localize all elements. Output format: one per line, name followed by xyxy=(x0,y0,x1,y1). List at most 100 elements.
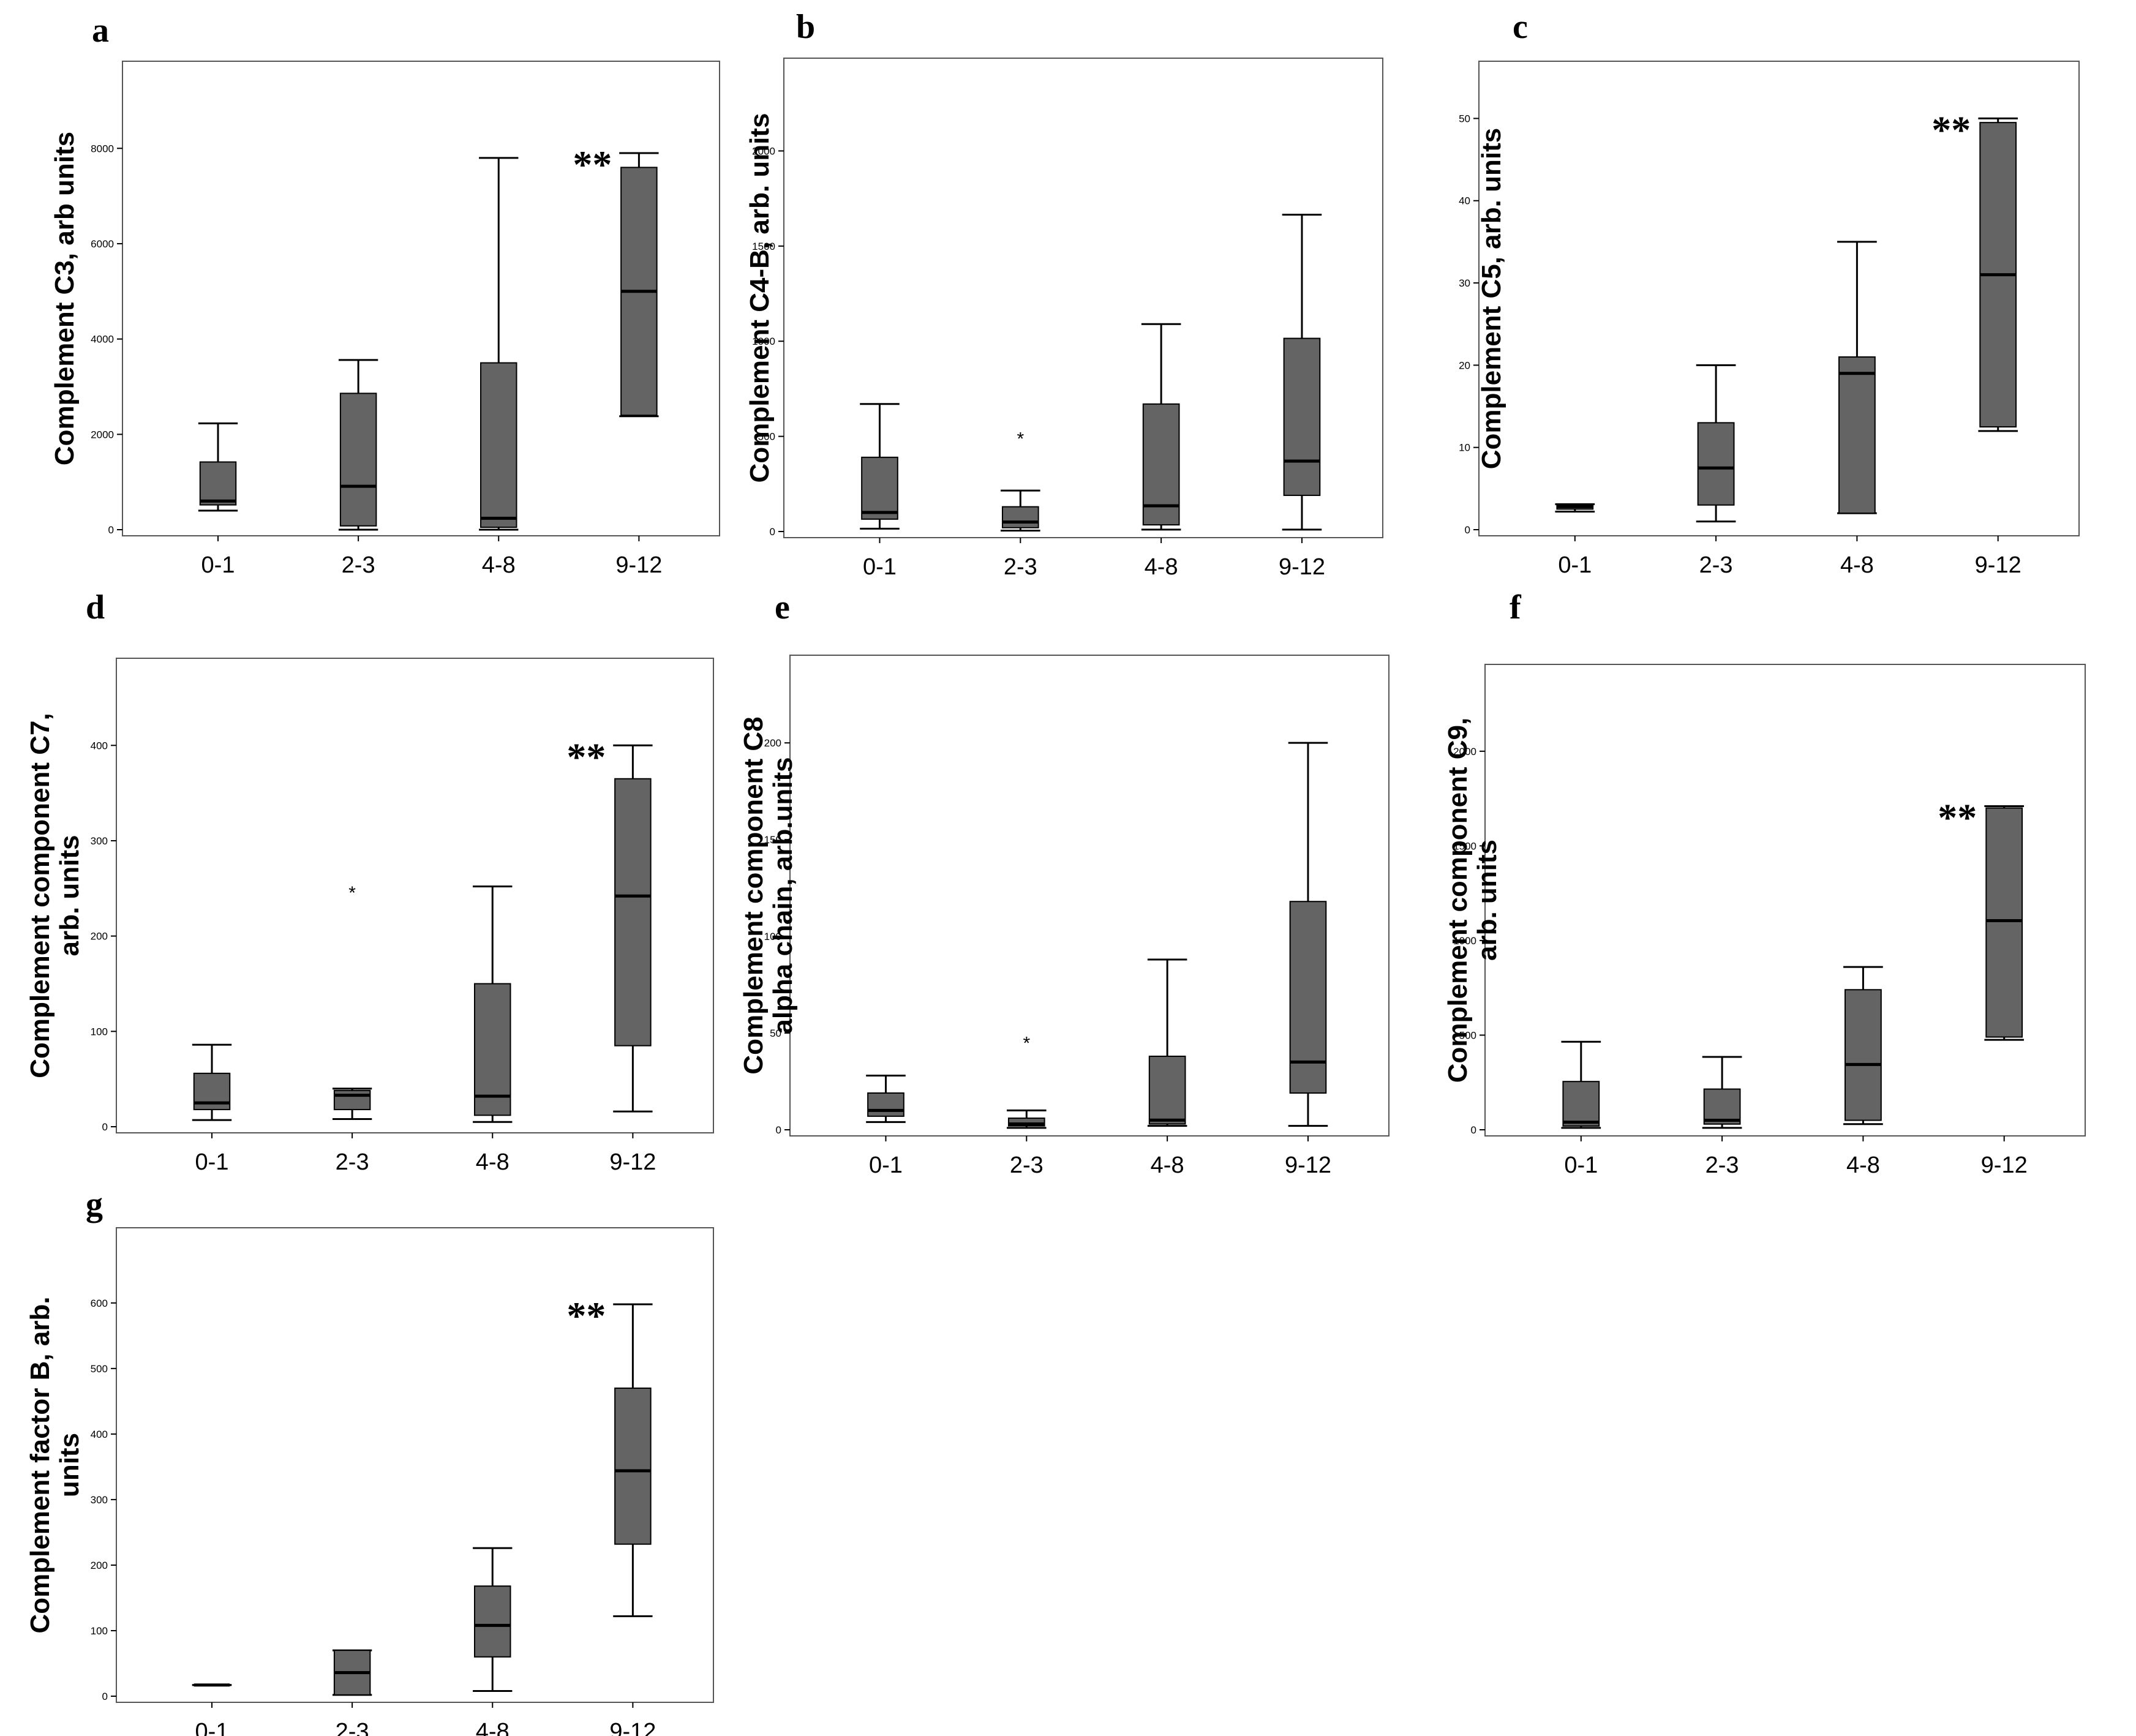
y-tick-label: 300 xyxy=(91,835,108,847)
y-tick-label: 0 xyxy=(770,526,775,538)
y-tick-label: 0 xyxy=(1465,524,1470,536)
y-tick-label: 50 xyxy=(1459,113,1470,124)
x-category-label: 0-1 xyxy=(863,554,897,580)
box-9-12 xyxy=(614,1387,652,1545)
outlier-marker: * xyxy=(1023,1034,1030,1054)
y-tick-label: 1500 xyxy=(752,241,775,252)
box-0-1 xyxy=(199,461,237,506)
x-category-label: 9-12 xyxy=(615,552,662,578)
panel-frame-d xyxy=(116,658,714,1133)
y-tick-label: 2000 xyxy=(752,145,775,157)
box-0-1 xyxy=(1562,1081,1600,1127)
x-category-label: 4-8 xyxy=(1846,1152,1880,1178)
significance-mark: ** xyxy=(573,143,612,186)
y-tick-label: 0 xyxy=(776,1124,781,1136)
y-tick-label: 8000 xyxy=(91,143,114,154)
panel-frame-f xyxy=(1484,664,2086,1137)
box-4-8 xyxy=(474,983,511,1116)
panel-letter-b: b xyxy=(796,8,815,46)
significance-mark: ** xyxy=(566,735,606,778)
box-0-1 xyxy=(861,456,898,520)
x-category-label: 0-1 xyxy=(195,1719,229,1736)
x-category-label: 2-3 xyxy=(342,552,375,578)
panel-letter-a: a xyxy=(92,12,109,50)
y-tick-label: 0 xyxy=(108,524,114,536)
y-axis-label: Complement C4-B, arb. units xyxy=(745,113,775,483)
box-2-3 xyxy=(1703,1088,1741,1125)
y-tick-label: 30 xyxy=(1459,277,1470,289)
box-2-3 xyxy=(333,1089,371,1110)
x-category-label: 9-12 xyxy=(1981,1152,2028,1178)
box-9-12 xyxy=(1985,807,2023,1038)
x-category-label: 4-8 xyxy=(1840,552,1874,578)
box-4-8 xyxy=(1845,989,1882,1121)
x-category-label: 9-12 xyxy=(609,1719,656,1736)
y-tick-label: 150 xyxy=(764,834,781,846)
y-tick-label: 500 xyxy=(758,431,775,443)
y-tick-label: 10 xyxy=(1459,442,1470,454)
box-0-1 xyxy=(867,1092,904,1117)
y-axis-label: Complement component C9, xyxy=(1443,718,1473,1083)
panel-frame-b xyxy=(783,58,1383,538)
panel-letter-g: g xyxy=(86,1186,103,1223)
box-4-8 xyxy=(480,362,517,528)
box-4-8 xyxy=(1148,1055,1186,1125)
panel-frame-a xyxy=(122,61,720,536)
x-category-label: 4-8 xyxy=(1145,554,1178,580)
box-9-12 xyxy=(1289,901,1327,1094)
box-9-12 xyxy=(1283,337,1321,496)
y-tick-label: 400 xyxy=(91,1429,108,1440)
y-tick-label: 2000 xyxy=(1453,746,1476,757)
y-tick-label: 0 xyxy=(102,1691,108,1702)
box-2-3 xyxy=(1697,422,1735,506)
x-category-label: 4-8 xyxy=(1151,1152,1184,1178)
panel-frame-g xyxy=(116,1227,714,1703)
x-category-label: 0-1 xyxy=(1558,552,1592,578)
y-axis-label: alpha chain, arb.units xyxy=(768,757,798,1034)
x-category-label: 2-3 xyxy=(1705,1152,1739,1178)
panel-letter-c: c xyxy=(1513,8,1528,46)
panel-frame-c xyxy=(1478,61,2080,536)
y-tick-label: 100 xyxy=(764,931,781,942)
y-tick-label: 1000 xyxy=(752,336,775,347)
y-tick-label: 100 xyxy=(91,1026,108,1037)
y-tick-label: 500 xyxy=(1459,1029,1476,1041)
x-category-label: 0-1 xyxy=(195,1149,229,1175)
y-axis-label: units xyxy=(55,1433,85,1497)
box-4-8 xyxy=(1838,356,1876,514)
y-tick-label: 100 xyxy=(91,1625,108,1637)
x-category-label: 4-8 xyxy=(476,1719,510,1736)
x-category-label: 2-3 xyxy=(336,1719,369,1736)
y-tick-label: 300 xyxy=(91,1494,108,1506)
x-category-label: 0-1 xyxy=(1564,1152,1598,1178)
y-tick-label: 2000 xyxy=(91,429,114,440)
significance-mark: ** xyxy=(1938,795,1977,839)
y-tick-label: 50 xyxy=(770,1028,781,1039)
y-tick-label: 0 xyxy=(102,1121,108,1133)
x-category-label: 2-3 xyxy=(1010,1152,1044,1178)
x-category-label: 4-8 xyxy=(476,1149,510,1175)
y-tick-label: 1500 xyxy=(1453,840,1476,852)
box-2-3 xyxy=(339,393,377,527)
significance-mark: ** xyxy=(566,1294,606,1337)
y-axis-label: Complement component C7, xyxy=(25,713,55,1078)
y-tick-label: 600 xyxy=(91,1298,108,1309)
y-axis-label: Complement component C8 xyxy=(739,716,769,1074)
y-tick-label: 0 xyxy=(1471,1124,1476,1136)
y-tick-label: 200 xyxy=(91,1560,108,1571)
x-category-label: 9-12 xyxy=(609,1149,656,1175)
panel-letter-f: f xyxy=(1510,588,1522,626)
x-category-label: 9-12 xyxy=(1279,554,1325,580)
y-axis-label: Complement C3, arb units xyxy=(50,132,80,465)
x-category-label: 2-3 xyxy=(1699,552,1733,578)
y-tick-label: 4000 xyxy=(91,334,114,345)
y-tick-label: 40 xyxy=(1459,195,1470,207)
y-tick-label: 400 xyxy=(91,740,108,751)
box-4-8 xyxy=(474,1585,511,1658)
x-category-label: 2-3 xyxy=(336,1149,369,1175)
panel-letter-e: e xyxy=(775,588,790,626)
panel-frame-e xyxy=(789,655,1390,1137)
y-axis-label: arb. units xyxy=(55,835,85,956)
significance-mark: ** xyxy=(1931,108,1971,151)
